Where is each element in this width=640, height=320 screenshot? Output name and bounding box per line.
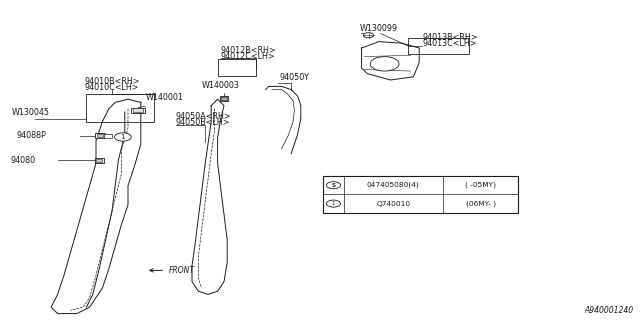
Bar <box>323 176 518 213</box>
Text: W130045: W130045 <box>12 108 49 117</box>
Text: 94010B<RH>: 94010B<RH> <box>84 77 140 86</box>
Text: Q740010: Q740010 <box>376 201 410 207</box>
Text: (06MY- ): (06MY- ) <box>465 200 496 207</box>
Bar <box>218 59 256 76</box>
Bar <box>86 94 154 122</box>
Text: 94012B<RH>: 94012B<RH> <box>221 46 276 55</box>
Bar <box>95 133 105 138</box>
Text: 94050B<LH>: 94050B<LH> <box>176 118 230 127</box>
Circle shape <box>326 182 340 189</box>
Text: 94050A<RH>: 94050A<RH> <box>176 112 232 121</box>
Text: W140001: W140001 <box>146 93 184 102</box>
Text: 1: 1 <box>332 201 335 206</box>
Ellipse shape <box>370 57 399 71</box>
Text: A940001240: A940001240 <box>584 306 634 315</box>
Circle shape <box>364 33 374 38</box>
Text: 1: 1 <box>120 134 125 140</box>
Text: 94013C<LH>: 94013C<LH> <box>422 39 477 48</box>
Bar <box>104 134 112 138</box>
Bar <box>131 108 145 113</box>
Bar <box>95 158 104 163</box>
Text: 94080: 94080 <box>10 156 35 165</box>
Text: S: S <box>332 183 335 188</box>
Text: FRONT: FRONT <box>168 266 195 275</box>
Bar <box>96 159 102 162</box>
Bar <box>97 134 103 137</box>
Bar <box>408 38 469 54</box>
Text: 94088P: 94088P <box>16 131 46 140</box>
Bar <box>221 97 227 100</box>
Text: 94050Y: 94050Y <box>280 73 310 82</box>
Text: 94012C<LH>: 94012C<LH> <box>221 52 275 61</box>
Text: W140003: W140003 <box>202 81 239 90</box>
Bar <box>133 108 143 112</box>
Text: W130099: W130099 <box>360 24 398 33</box>
Bar <box>220 96 228 101</box>
Text: 94013B<RH>: 94013B<RH> <box>422 33 478 42</box>
Circle shape <box>115 133 131 141</box>
Text: ( -05MY): ( -05MY) <box>465 182 496 188</box>
Text: 047405080(4): 047405080(4) <box>367 182 420 188</box>
Text: 94010C<LH>: 94010C<LH> <box>84 83 140 92</box>
Circle shape <box>326 200 340 207</box>
